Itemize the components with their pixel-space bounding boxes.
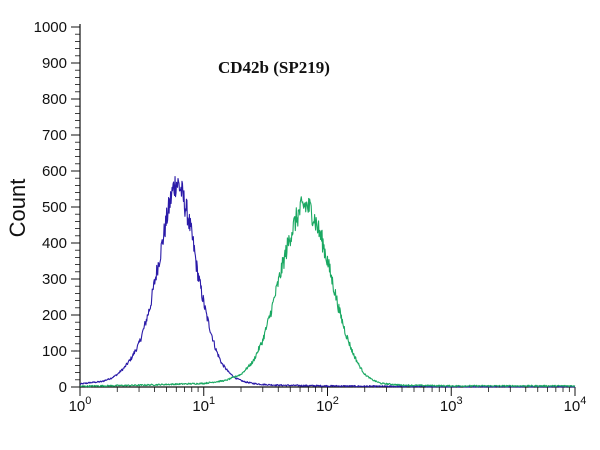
series-line-2 <box>79 196 576 388</box>
y-tick-label: 400 <box>42 235 67 252</box>
y-tick-label: 100 <box>42 343 67 360</box>
y-tick-label: 900 <box>42 55 67 72</box>
y-tick-label: 0 <box>59 379 67 396</box>
y-axis-ticks: 0 100 200 300 400 500 600 700 800 900 1000 <box>34 19 80 396</box>
y-tick-label: 200 <box>42 307 67 324</box>
y-tick-label: 300 <box>42 271 67 288</box>
y-axis-label: Count <box>5 179 30 238</box>
x-tick-label: 104 <box>564 395 587 415</box>
x-tick-label: 101 <box>192 395 215 415</box>
x-tick-label: 100 <box>69 395 92 415</box>
series-layer <box>79 176 576 388</box>
y-tick-label: 800 <box>42 91 67 108</box>
y-tick-label: 600 <box>42 163 67 180</box>
y-tick-label: 500 <box>42 199 67 216</box>
y-tick-label: 700 <box>42 127 67 144</box>
y-tick-label: 1000 <box>34 19 67 36</box>
x-tick-label: 102 <box>316 395 339 415</box>
x-tick-label: 103 <box>440 395 463 415</box>
series-line-1 <box>79 176 576 388</box>
chart-title: CD42b (SP219) <box>218 58 330 77</box>
x-axis-ticks: 100 101 102 103 104 <box>69 387 587 415</box>
